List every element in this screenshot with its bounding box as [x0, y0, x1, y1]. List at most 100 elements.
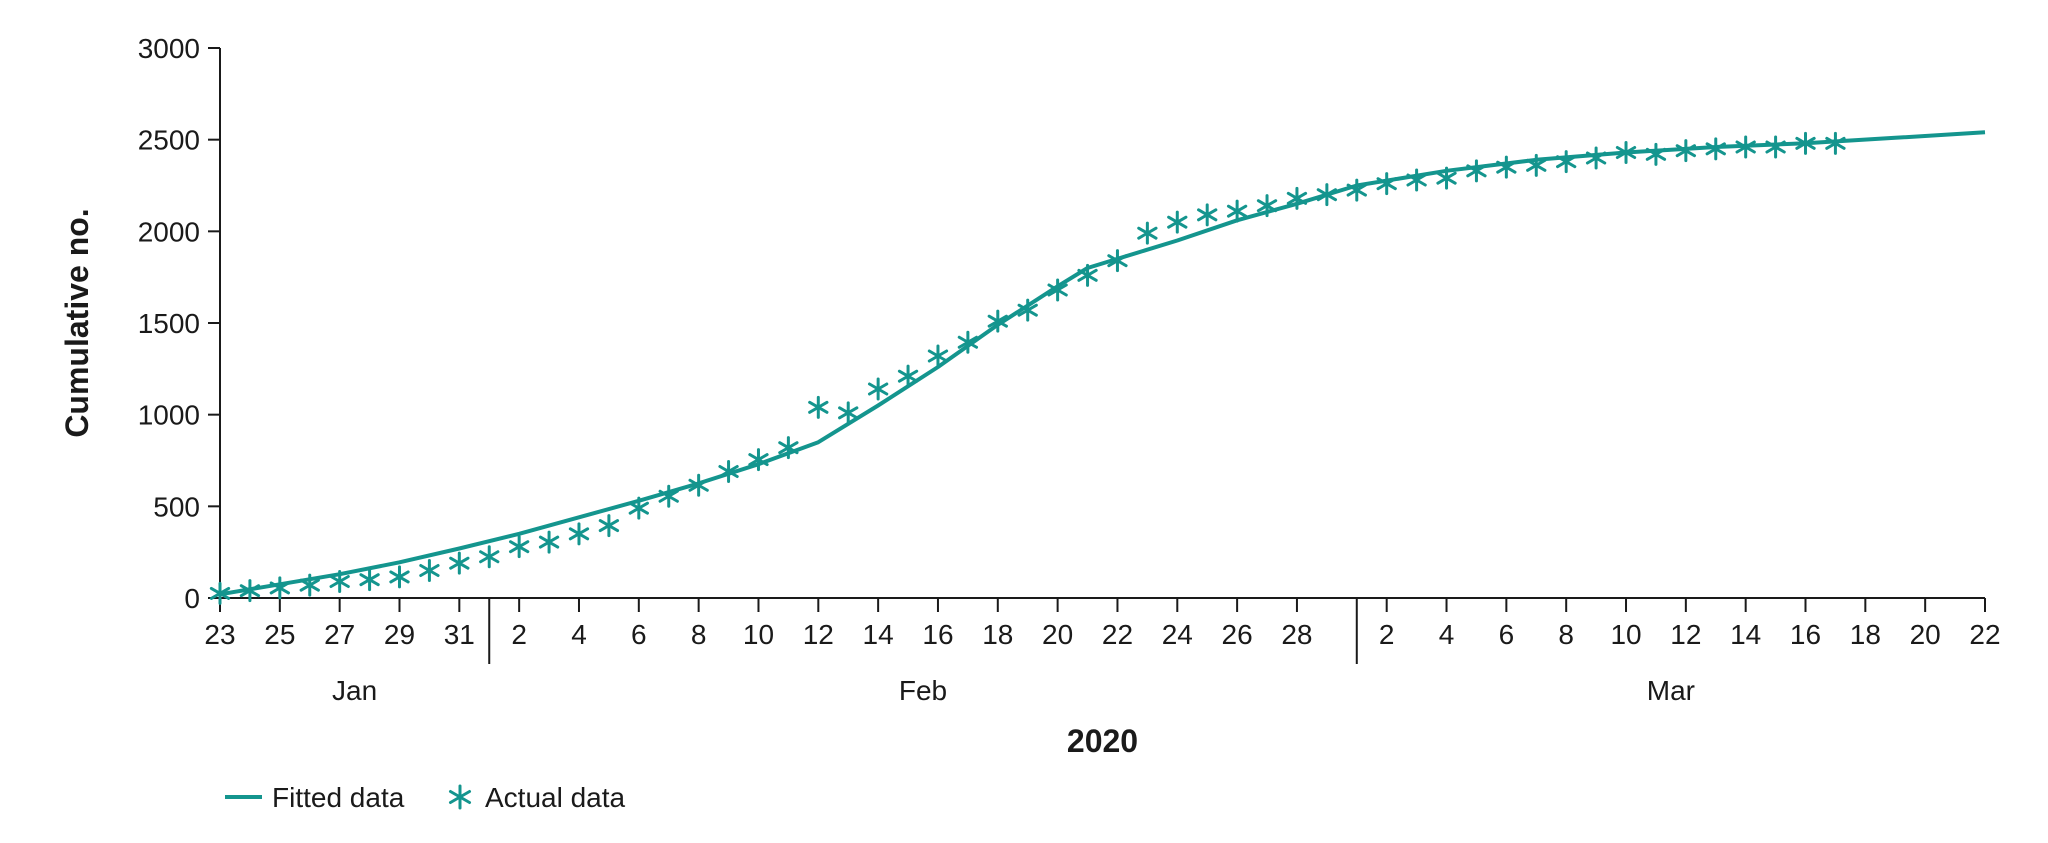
y-tick-label: 3000 — [138, 33, 200, 64]
actual-data-point — [808, 395, 829, 419]
actual-data-point — [1316, 183, 1338, 207]
actual-data-point — [1615, 141, 1637, 164]
actual-data-point — [1346, 178, 1367, 202]
actual-data-point — [1735, 135, 1756, 159]
x-tick-label: 6 — [1499, 619, 1515, 650]
actual-data-point — [1466, 159, 1487, 183]
x-tick-label: 4 — [571, 619, 587, 650]
actual-data-point — [1496, 155, 1517, 179]
x-tick-label: 18 — [982, 619, 1013, 650]
x-tick-label: 6 — [631, 619, 647, 650]
y-tick-label: 1500 — [138, 308, 200, 339]
x-tick-label: 8 — [1558, 619, 1574, 650]
actual-data-point — [568, 522, 590, 546]
month-label: Feb — [899, 675, 947, 706]
actual-data-point — [1795, 131, 1816, 155]
actual-data-point — [718, 460, 739, 483]
y-axis-title: Cumulative no. — [59, 208, 95, 437]
x-tick-label: 12 — [803, 619, 834, 650]
actual-data-point — [897, 364, 919, 388]
actual-data-point — [479, 545, 500, 569]
actual-data-point — [598, 514, 620, 538]
actual-data-point — [688, 473, 709, 497]
actual-data-point — [927, 344, 949, 368]
x-tick-label: 2 — [1379, 619, 1395, 650]
actual-data-point — [1526, 153, 1547, 177]
actual-data-point — [658, 484, 679, 508]
legend-label-fitted: Fitted data — [272, 782, 405, 813]
actual-data-point — [1705, 137, 1726, 161]
actual-data-point — [1556, 150, 1577, 174]
actual-data-point — [508, 535, 530, 559]
month-label: Jan — [332, 675, 377, 706]
actual-data-point — [1436, 166, 1457, 190]
actual-data-point — [269, 576, 290, 600]
actual-data-point — [359, 568, 380, 592]
x-tick-label: 22 — [1102, 619, 1133, 650]
actual-data-point — [778, 436, 799, 460]
actual-data-point — [1765, 135, 1786, 159]
actual-data-point — [1137, 221, 1158, 245]
actual-data-point — [419, 559, 440, 582]
month-label: Mar — [1647, 675, 1695, 706]
actual-data-point — [538, 530, 560, 554]
actual-data-point — [239, 579, 261, 603]
actual-data-point — [1107, 249, 1128, 273]
x-tick-label: 18 — [1850, 619, 1881, 650]
actual-data-point — [1585, 146, 1607, 170]
x-tick-label: 8 — [691, 619, 707, 650]
actual-data-point — [1256, 194, 1278, 218]
actual-data-point — [628, 496, 649, 520]
y-tick-label: 500 — [153, 491, 200, 522]
x-tick-label: 4 — [1439, 619, 1455, 650]
x-tick-label: 12 — [1670, 619, 1701, 650]
actual-data-point — [1406, 168, 1427, 192]
x-tick-label: 14 — [863, 619, 894, 650]
actual-data-point — [1167, 210, 1188, 234]
x-tick-label: 14 — [1730, 619, 1761, 650]
legend-label-actual: Actual data — [485, 782, 626, 813]
actual-data-point — [1047, 278, 1068, 302]
actual-data-point — [209, 581, 231, 605]
y-tick-label: 0 — [184, 583, 200, 614]
x-tick-label: 31 — [444, 619, 475, 650]
x-tick-label: 2 — [511, 619, 527, 650]
actual-data-point — [1286, 186, 1308, 210]
actual-data-point — [748, 448, 769, 472]
actual-data-point — [329, 570, 350, 593]
y-tick-label: 1000 — [138, 400, 200, 431]
actual-data-point — [867, 377, 889, 401]
actual-data-point — [838, 401, 859, 425]
actual-data-point — [1645, 142, 1667, 166]
x-tick-label: 16 — [1790, 619, 1821, 650]
legend-swatch-actual — [448, 784, 472, 810]
actual-data-point — [449, 551, 470, 575]
x-tick-label: 10 — [1610, 619, 1641, 650]
x-tick-label: 22 — [1969, 619, 2000, 650]
x-tick-label: 20 — [1042, 619, 1073, 650]
actual-data-point — [389, 565, 410, 589]
x-tick-label: 27 — [324, 619, 355, 650]
actual-data-point — [1376, 172, 1397, 196]
x-tick-label: 25 — [264, 619, 295, 650]
x-tick-label: 29 — [384, 619, 415, 650]
actual-data-point — [1017, 298, 1038, 322]
actual-data-point — [1675, 139, 1697, 163]
fitted-data-line — [219, 130, 1986, 597]
x-tick-label: 26 — [1222, 619, 1253, 650]
actual-data-point — [1226, 199, 1248, 223]
actual-data-point — [1197, 203, 1218, 227]
actual-data-point — [957, 330, 979, 354]
x-tick-label: 16 — [922, 619, 953, 650]
x-axis-title: 2020 — [1067, 723, 1138, 759]
actual-data-point — [987, 309, 1008, 333]
actual-data-point — [299, 573, 320, 597]
x-tick-label: 23 — [204, 619, 235, 650]
actual-data-point — [1077, 263, 1098, 287]
x-tick-label: 24 — [1162, 619, 1193, 650]
actual-data-point — [1825, 131, 1846, 155]
x-tick-label: 28 — [1281, 619, 1312, 650]
x-tick-label: 20 — [1910, 619, 1941, 650]
